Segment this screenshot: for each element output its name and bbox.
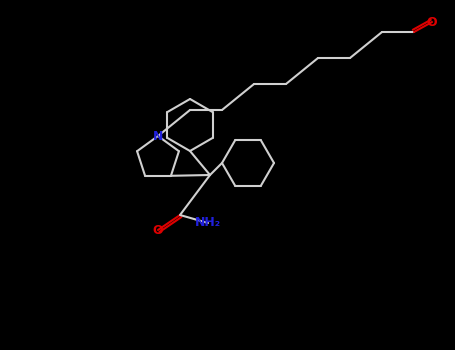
Text: O: O — [153, 224, 163, 237]
Text: O: O — [427, 15, 437, 28]
Text: N: N — [153, 130, 163, 142]
Text: NH₂: NH₂ — [195, 217, 221, 230]
